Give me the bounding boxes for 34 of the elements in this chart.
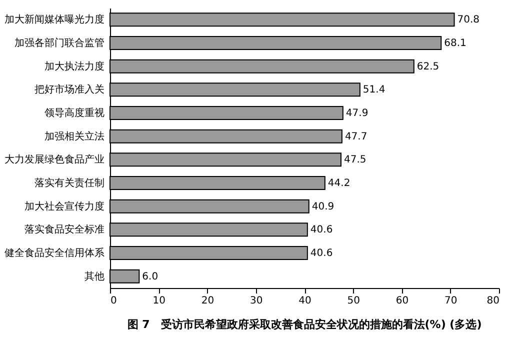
x-tick-label: 60 bbox=[396, 296, 409, 306]
y-tick-label: 加强各部门联合监管 bbox=[14, 37, 104, 49]
data-label: 40.6 bbox=[310, 248, 333, 259]
y-tick-label: 加大执法力度 bbox=[44, 60, 104, 72]
y-tick-label: 大力发展绿色食品产业 bbox=[4, 154, 104, 166]
x-tick-label: 40 bbox=[298, 296, 312, 306]
x-tick-label: 30 bbox=[250, 296, 263, 306]
data-label: 44.2 bbox=[328, 178, 350, 189]
x-tick-label: 80 bbox=[486, 296, 500, 306]
data-label: 47.9 bbox=[346, 108, 368, 119]
x-tick-label: 20 bbox=[201, 296, 214, 306]
y-tick-label: 落实食品安全标准 bbox=[24, 224, 104, 236]
y-tick-label: 把好市场准入关 bbox=[34, 84, 104, 96]
data-label: 68.1 bbox=[444, 38, 466, 49]
y-tick-label: 健全食品安全信用体系 bbox=[4, 247, 104, 259]
data-label: 70.8 bbox=[457, 14, 480, 26]
y-tick-label: 加大新闻媒体曝光力度 bbox=[4, 14, 104, 26]
x-tick-label: 0 bbox=[110, 296, 117, 306]
x-tick-label: 50 bbox=[347, 296, 360, 306]
data-label: 47.5 bbox=[344, 154, 366, 166]
data-label: 6.0 bbox=[142, 271, 158, 282]
data-label: 47.7 bbox=[344, 131, 368, 142]
text: 图 7 受访市民希望政府采取改善食品安全状况的措施的看法(%) (多选) bbox=[127, 318, 482, 331]
x-tick-label: 10 bbox=[152, 296, 166, 306]
data-label: 40.6 bbox=[310, 224, 333, 236]
x-tick-label: 70 bbox=[444, 296, 458, 306]
y-tick-label: 落实有关责任制 bbox=[34, 177, 104, 189]
y-tick-label: 其他 bbox=[84, 270, 104, 282]
data-label: 62.5 bbox=[416, 61, 440, 72]
y-tick-label: 领导高度重视 bbox=[44, 107, 104, 119]
data-label: 40.9 bbox=[312, 201, 334, 212]
y-tick-label: 加大社会宣传力度 bbox=[24, 200, 104, 212]
y-tick-label: 加强相关立法 bbox=[44, 130, 104, 142]
data-label: 51.4 bbox=[362, 84, 386, 96]
